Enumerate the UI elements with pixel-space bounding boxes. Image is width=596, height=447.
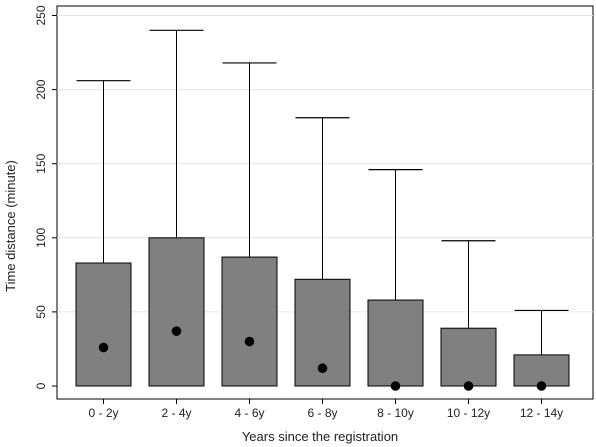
x-tick-label-2: 4 - 6y bbox=[234, 406, 264, 420]
plot-frame bbox=[56, 5, 594, 400]
box-1 bbox=[148, 237, 205, 387]
y-tick-label-0: 0 bbox=[34, 382, 48, 389]
x-tick-label-1: 2 - 4y bbox=[161, 406, 191, 420]
x-tick-label-3: 6 - 8y bbox=[307, 406, 337, 420]
y-tick-label-3: 150 bbox=[34, 153, 48, 173]
box-4 bbox=[367, 299, 424, 387]
y-tick-label-4: 200 bbox=[34, 79, 48, 99]
y-axis: 0 50 100 150 200 250 bbox=[34, 5, 57, 389]
y-tick-label-1: 50 bbox=[34, 305, 48, 319]
median-point-3 bbox=[317, 363, 328, 374]
x-tick-label-0: 0 - 2y bbox=[88, 406, 118, 420]
x-tick-label-6: 12 - 14y bbox=[520, 406, 563, 420]
x-axis: 0 - 2y 2 - 4y 4 - 6y 6 - 8y 8 - 10y 10 - 12y 1… bbox=[88, 399, 563, 420]
x-tick-label-4: 8 - 10y bbox=[377, 406, 414, 420]
box-series bbox=[75, 29, 570, 391]
median-point-2 bbox=[244, 336, 255, 347]
box-5 bbox=[440, 327, 497, 387]
median-point-0 bbox=[98, 342, 109, 353]
median-point-5 bbox=[463, 381, 474, 391]
median-point-6 bbox=[536, 381, 547, 391]
median-point-4 bbox=[390, 381, 401, 391]
median-point-1 bbox=[171, 326, 182, 336]
y-tick-label-5: 250 bbox=[34, 5, 48, 25]
x-axis-title: Years since the registration bbox=[242, 429, 398, 444]
y-tick-label-2: 100 bbox=[34, 227, 48, 247]
box-0 bbox=[75, 262, 132, 387]
x-tick-label-5: 10 - 12y bbox=[447, 406, 490, 420]
y-axis-title: Time distance (minute) bbox=[3, 160, 18, 292]
grid-lines bbox=[56, 5, 594, 400]
box-2 bbox=[221, 256, 278, 387]
